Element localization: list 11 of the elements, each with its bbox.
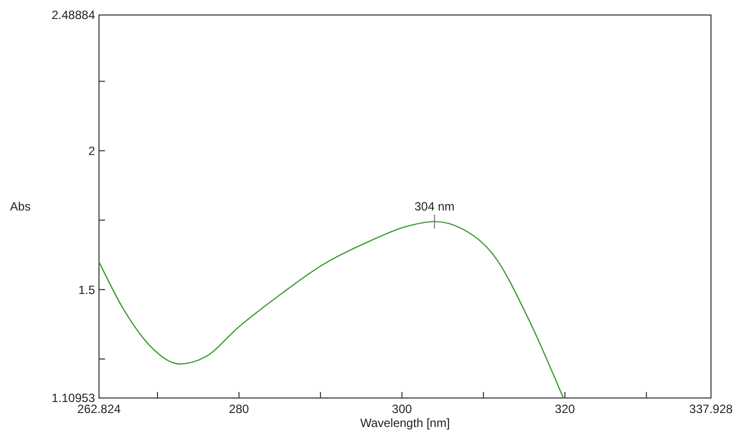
y-axis-title: Abs [10,200,31,214]
x-axis-title: Wavelength [nm] [360,416,450,430]
y-tick-label: 1.5 [78,282,96,297]
x-tick-label: 300 [392,402,412,416]
x-tick-label: 337.928 [689,402,734,416]
y-tick-label: 2.48884 [52,8,96,22]
y-tick-label: 2 [88,144,96,158]
annotation: 304 nm [414,200,455,214]
x-tick-label: 280 [228,402,250,416]
line-series [98,220,564,398]
x-tick-label: 320 [554,402,576,416]
